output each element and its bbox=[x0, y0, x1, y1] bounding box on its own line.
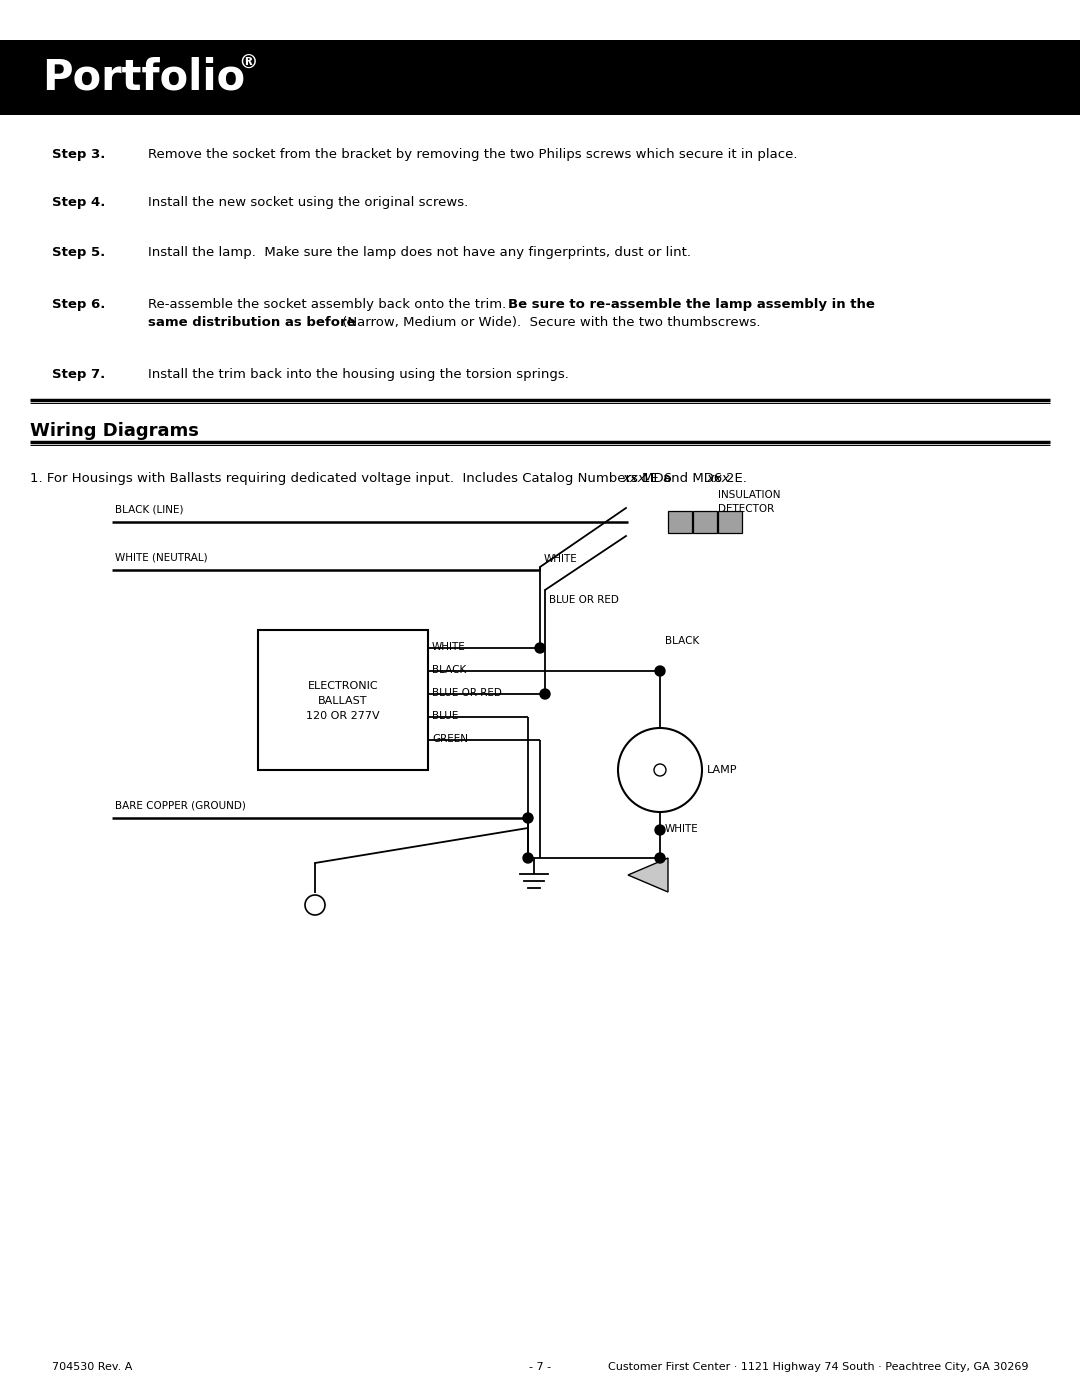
Text: BLUE OR RED: BLUE OR RED bbox=[432, 687, 502, 698]
Text: BARE COPPER (GROUND): BARE COPPER (GROUND) bbox=[114, 800, 246, 812]
Circle shape bbox=[540, 689, 550, 698]
Text: Step 6.: Step 6. bbox=[52, 298, 106, 312]
Text: same distribution as before: same distribution as before bbox=[148, 316, 355, 330]
Circle shape bbox=[654, 854, 665, 863]
Text: Re-assemble the socket assembly back onto the trim.: Re-assemble the socket assembly back ont… bbox=[148, 298, 515, 312]
Text: 120 OR 277V: 120 OR 277V bbox=[307, 711, 380, 721]
Text: (Narrow, Medium or Wide).  Secure with the two thumbscrews.: (Narrow, Medium or Wide). Secure with th… bbox=[338, 316, 760, 330]
Text: Step 4.: Step 4. bbox=[52, 196, 106, 210]
Circle shape bbox=[654, 826, 665, 835]
Text: ®: ® bbox=[238, 53, 258, 73]
Bar bbox=[693, 511, 717, 534]
Polygon shape bbox=[627, 858, 669, 893]
Circle shape bbox=[305, 895, 325, 915]
Text: - 7 -: - 7 - bbox=[529, 1362, 551, 1372]
Bar bbox=[669, 511, 692, 534]
Text: LAMP: LAMP bbox=[707, 766, 738, 775]
Text: Step 5.: Step 5. bbox=[52, 246, 105, 258]
Text: xxx: xxx bbox=[706, 472, 730, 485]
Text: Install the trim back into the housing using the torsion springs.: Install the trim back into the housing u… bbox=[148, 367, 569, 381]
Text: BLACK: BLACK bbox=[665, 636, 699, 645]
Text: 1E and MD6: 1E and MD6 bbox=[642, 472, 723, 485]
Text: BLACK (LINE): BLACK (LINE) bbox=[114, 504, 184, 515]
Text: 1. For Housings with Ballasts requiring dedicated voltage input.  Includes Catal: 1. For Housings with Ballasts requiring … bbox=[30, 472, 672, 485]
Text: Customer First Center · 1121 Highway 74 South · Peachtree City, GA 30269: Customer First Center · 1121 Highway 74 … bbox=[607, 1362, 1028, 1372]
Text: WHITE: WHITE bbox=[432, 643, 465, 652]
Text: 704530 Rev. A: 704530 Rev. A bbox=[52, 1362, 133, 1372]
Text: xxx: xxx bbox=[622, 472, 646, 485]
Text: BLACK: BLACK bbox=[432, 665, 467, 675]
Circle shape bbox=[654, 764, 666, 775]
Bar bbox=[0, 41, 1080, 115]
Text: Step 7.: Step 7. bbox=[52, 367, 105, 381]
Circle shape bbox=[535, 643, 545, 652]
Text: BLUE: BLUE bbox=[432, 711, 458, 721]
Text: WHITE: WHITE bbox=[665, 824, 699, 834]
Circle shape bbox=[654, 666, 665, 676]
Text: BALLAST: BALLAST bbox=[319, 696, 368, 705]
Text: Portfolio: Portfolio bbox=[42, 57, 245, 99]
Circle shape bbox=[523, 854, 534, 863]
Text: GREEN: GREEN bbox=[432, 733, 468, 745]
Text: WHITE: WHITE bbox=[544, 555, 578, 564]
Bar bbox=[258, 630, 428, 770]
Text: Install the lamp.  Make sure the lamp does not have any fingerprints, dust or li: Install the lamp. Make sure the lamp doe… bbox=[148, 246, 691, 258]
Text: Wiring Diagrams: Wiring Diagrams bbox=[30, 422, 199, 440]
Text: ELECTRONIC: ELECTRONIC bbox=[308, 680, 378, 692]
Text: Install the new socket using the original screws.: Install the new socket using the origina… bbox=[148, 196, 469, 210]
Text: Remove the socket from the bracket by removing the two Philips screws which secu: Remove the socket from the bracket by re… bbox=[148, 148, 797, 161]
Text: 2E.: 2E. bbox=[726, 472, 747, 485]
Text: DETECTOR: DETECTOR bbox=[718, 504, 774, 514]
Circle shape bbox=[618, 728, 702, 812]
Text: WHITE (NEUTRAL): WHITE (NEUTRAL) bbox=[114, 553, 207, 563]
Text: INSULATION: INSULATION bbox=[718, 490, 781, 500]
Text: BLUE OR RED: BLUE OR RED bbox=[549, 595, 619, 605]
Bar bbox=[718, 511, 742, 534]
Circle shape bbox=[523, 813, 534, 823]
Text: Be sure to re-assemble the lamp assembly in the: Be sure to re-assemble the lamp assembly… bbox=[508, 298, 875, 312]
Text: Step 3.: Step 3. bbox=[52, 148, 106, 161]
